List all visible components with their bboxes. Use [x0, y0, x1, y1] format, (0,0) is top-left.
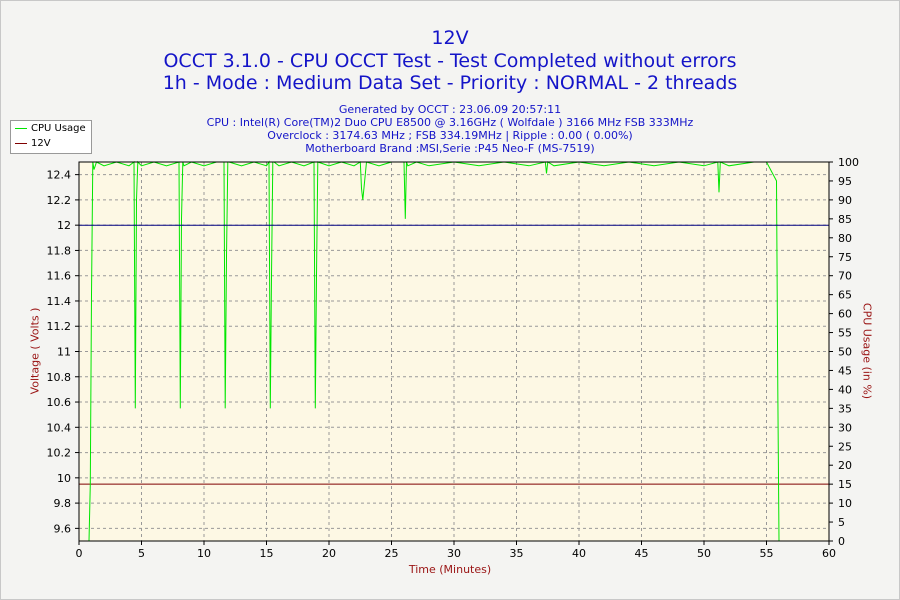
y-right-tick-label: 80 — [838, 232, 852, 245]
chart-legend: CPU Usage 12V — [10, 120, 92, 154]
y-right-tick-label: 85 — [838, 213, 852, 226]
y-right-tick-label: 75 — [838, 251, 852, 264]
y-right-tick-label: 50 — [838, 346, 852, 359]
y-left-tick-label: 10.2 — [47, 447, 72, 460]
legend-item-12v: 12V — [15, 137, 51, 151]
x-tick-label: 25 — [385, 547, 399, 560]
y-right-tick-label: 95 — [838, 175, 852, 188]
info-overclock: Overclock : 3174.63 MHz ; FSB 334.19MHz … — [267, 129, 633, 142]
info-generated: Generated by OCCT : 23.06.09 20:57:11 — [338, 103, 562, 116]
y-right-tick-label: 55 — [838, 327, 852, 340]
legend-swatch-12v — [15, 142, 27, 144]
x-tick-label: 20 — [322, 547, 336, 560]
y-right-tick-label: 0 — [838, 535, 845, 548]
y-right-tick-label: 45 — [838, 364, 852, 377]
y-left-tick-label: 12.4 — [47, 169, 72, 182]
legend-label-12v: 12V — [31, 138, 51, 149]
y-right-tick-label: 25 — [838, 440, 852, 453]
x-tick-label: 15 — [260, 547, 274, 560]
plot-border — [78, 161, 830, 542]
y-left-tick-label: 11.6 — [47, 270, 72, 283]
info-motherboard: Motherboard Brand :MSI,Serie :P45 Neo-F … — [305, 142, 595, 155]
y-right-tick-label: 10 — [838, 497, 852, 510]
y-right-tick-label: 15 — [838, 478, 852, 491]
y-right-tick-label: 65 — [838, 289, 852, 302]
y-left-tick-label: 11.8 — [47, 244, 72, 257]
x-tick-label: 45 — [635, 547, 649, 560]
y-right-tick-label: 35 — [838, 402, 852, 415]
y-left-tick-label: 12 — [57, 219, 71, 232]
x-tick-label: 60 — [822, 547, 836, 560]
y-left-tick-label: 11 — [57, 346, 71, 359]
y-left-tick-label: 10.8 — [47, 371, 72, 384]
x-axis-title: Time (Minutes) — [408, 563, 492, 576]
legend-swatch-cpu-usage — [15, 127, 27, 129]
legend-item-cpu-usage: CPU Usage — [15, 122, 86, 136]
y-right-tick-label: 40 — [838, 383, 852, 396]
y-right-tick-label: 60 — [838, 308, 852, 321]
y-left-tick-label: 10.4 — [47, 421, 72, 434]
x-tick-label: 50 — [697, 547, 711, 560]
y-right-tick-label: 70 — [838, 270, 852, 283]
y-left-tick-label: 9.6 — [54, 522, 72, 535]
y-left-tick-label: 12.2 — [47, 194, 72, 207]
y-left-tick-label: 9.8 — [54, 497, 72, 510]
y-right-tick-label: 30 — [838, 421, 852, 434]
chart-subtitle-1: OCCT 3.1.0 - CPU OCCT Test - Test Comple… — [163, 50, 737, 72]
y-right-tick-label: 90 — [838, 194, 852, 207]
y-right-tick-label: 100 — [838, 156, 859, 169]
series-line-cpu-usage — [88, 160, 782, 542]
y-right-tick-label: 20 — [838, 459, 852, 472]
x-tick-label: 5 — [138, 547, 145, 560]
legend-label-cpu-usage: CPU Usage — [31, 123, 86, 134]
info-cpu: CPU : Intel(R) Core(TM)2 Duo CPU E8500 @… — [206, 116, 694, 129]
y-left-tick-label: 10.6 — [47, 396, 72, 409]
y-left-tick-label: 11.2 — [47, 320, 72, 333]
x-tick-label: 40 — [572, 547, 586, 560]
y-axis-left-title: Voltage ( Volts ) — [28, 307, 42, 395]
y-left-tick-label: 11.4 — [47, 295, 72, 308]
y-axis-right-title: CPU Usage (in %) — [860, 302, 874, 400]
x-tick-label: 30 — [447, 547, 461, 560]
chart-title: 12V — [431, 27, 469, 49]
x-tick-label: 0 — [76, 547, 83, 560]
x-tick-label: 55 — [760, 547, 774, 560]
x-tick-label: 10 — [197, 547, 211, 560]
chart-subtitle-2: 1h - Mode : Medium Data Set - Priority :… — [162, 72, 738, 94]
y-left-tick-label: 10 — [57, 472, 71, 485]
x-tick-label: 35 — [510, 547, 524, 560]
y-right-tick-label: 5 — [838, 516, 845, 529]
